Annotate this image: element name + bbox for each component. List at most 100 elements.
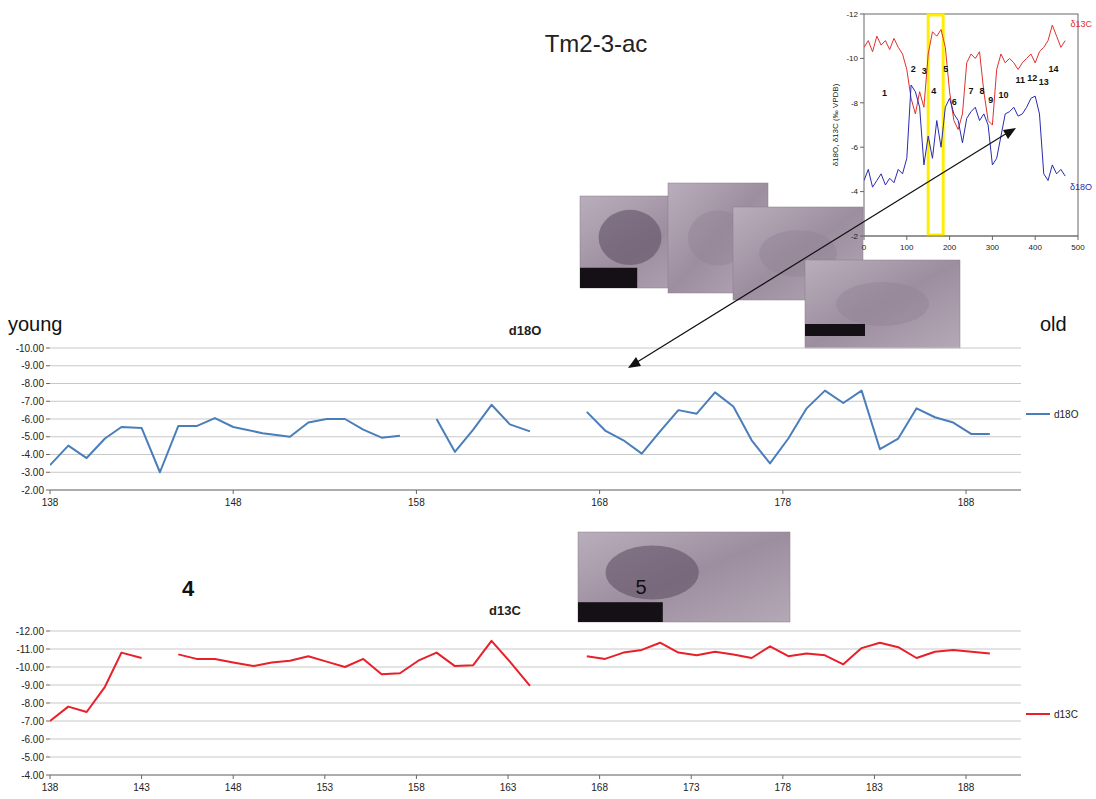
x-tick-label: 158 bbox=[408, 497, 425, 508]
y-tick bbox=[46, 436, 50, 437]
grid-line bbox=[50, 721, 1021, 722]
y-tick bbox=[46, 721, 50, 722]
photo-texture bbox=[805, 324, 865, 336]
grid-line bbox=[50, 490, 1021, 491]
x-tick-label: 153 bbox=[316, 782, 333, 793]
chart-title: d13C bbox=[489, 603, 521, 618]
y-tick-label: -8.00 bbox=[21, 698, 44, 709]
x-tick bbox=[233, 775, 234, 779]
grid-line bbox=[50, 454, 1021, 455]
annotation: 2 bbox=[911, 64, 916, 74]
y-tick-label: -8.00 bbox=[21, 378, 44, 389]
x-tick bbox=[599, 775, 600, 779]
y-tick-label: -10.00 bbox=[16, 343, 45, 354]
x-tick bbox=[1078, 236, 1079, 240]
chart: -12.00-11.00-10.00-9.00-8.00-7.00-6.00-5… bbox=[16, 576, 1078, 793]
x-tick bbox=[233, 490, 234, 494]
annotation: 4 bbox=[931, 86, 936, 96]
annotation: young bbox=[8, 313, 63, 335]
y-tick-label: -4.00 bbox=[21, 449, 44, 460]
y-tick bbox=[46, 490, 50, 491]
x-tick-label: 100 bbox=[900, 243, 914, 252]
x-tick-label: 188 bbox=[958, 497, 975, 508]
x-tick bbox=[992, 236, 993, 240]
grid-line bbox=[50, 348, 1021, 349]
x-tick bbox=[966, 775, 967, 779]
y-tick bbox=[46, 685, 50, 686]
photo-texture bbox=[606, 546, 699, 600]
y-tick bbox=[860, 147, 864, 148]
y-tick bbox=[46, 667, 50, 668]
plot-area bbox=[864, 25, 1065, 187]
x-tick bbox=[966, 490, 967, 494]
x-tick-label: 173 bbox=[683, 782, 700, 793]
grid-line bbox=[50, 365, 1021, 366]
annotation: 3 bbox=[922, 66, 927, 76]
y-tick bbox=[46, 401, 50, 402]
arrow-head bbox=[628, 357, 641, 368]
pointer-arrow bbox=[628, 128, 1016, 368]
annotation: 7 bbox=[968, 86, 973, 96]
x-tick bbox=[782, 775, 783, 779]
annotation: 10 bbox=[999, 90, 1009, 100]
legend-label: d18O bbox=[1054, 409, 1079, 420]
figure-title: Tm2-3-ac bbox=[545, 30, 648, 57]
plot-area bbox=[50, 391, 990, 473]
series-line bbox=[50, 391, 990, 473]
legend-label: δ18O bbox=[1070, 182, 1092, 192]
y-tick bbox=[46, 775, 50, 776]
y-tick bbox=[46, 365, 50, 366]
highlight-band bbox=[928, 15, 943, 235]
x-tick bbox=[50, 490, 51, 494]
photo-texture bbox=[580, 268, 637, 288]
y-tick-label: -5.00 bbox=[21, 752, 44, 763]
y-tick-label: -10 bbox=[846, 54, 858, 63]
y-tick-label: -4.00 bbox=[21, 770, 44, 781]
y-tick-label: -2 bbox=[851, 232, 859, 241]
x-tick bbox=[508, 775, 509, 779]
y-tick bbox=[46, 757, 50, 758]
y-axis-title: δ18O, δ13C (‰ VPDB) bbox=[831, 83, 840, 166]
x-tick bbox=[949, 236, 950, 240]
y-tick-label: -7.00 bbox=[21, 396, 44, 407]
y-tick-label: -6 bbox=[851, 143, 859, 152]
arrow-line bbox=[634, 130, 1012, 364]
annotation: 6 bbox=[952, 97, 957, 107]
y-tick bbox=[46, 348, 50, 349]
y-tick-label: -10.00 bbox=[16, 662, 45, 673]
x-tick-label: 138 bbox=[42, 497, 59, 508]
x-tick-label: 188 bbox=[958, 782, 975, 793]
y-tick bbox=[46, 472, 50, 473]
x-axis bbox=[50, 490, 1021, 491]
x-tick bbox=[324, 775, 325, 779]
y-tick-label: -7.00 bbox=[21, 716, 44, 727]
x-tick bbox=[416, 490, 417, 494]
x-axis bbox=[864, 236, 1078, 237]
legend-label: δ13C bbox=[1070, 19, 1092, 29]
y-tick-label: -11.00 bbox=[16, 644, 44, 655]
grid-line bbox=[50, 401, 1021, 402]
y-tick bbox=[46, 383, 50, 384]
y-tick-label: -9.00 bbox=[21, 680, 44, 691]
y-tick-label: -6.00 bbox=[21, 414, 44, 425]
y-tick bbox=[46, 649, 50, 650]
series-line bbox=[50, 641, 990, 721]
micrograph bbox=[578, 532, 790, 622]
x-tick-label: 168 bbox=[591, 497, 608, 508]
grid-line bbox=[50, 703, 1021, 704]
figure: Tm2-3-ac -10.00 -9.00 -8.00 -7.00 -6.00 -5.00 -… bbox=[0, 0, 1096, 799]
y-tick bbox=[46, 703, 50, 704]
x-tick bbox=[1035, 236, 1036, 240]
x-tick bbox=[416, 775, 417, 779]
x-tick-label: 148 bbox=[225, 782, 242, 793]
x-tick bbox=[599, 490, 600, 494]
annotation: 13 bbox=[1039, 77, 1049, 87]
x-tick bbox=[906, 236, 907, 240]
annotation: old bbox=[1040, 313, 1067, 335]
annotation: 5 bbox=[635, 576, 646, 598]
y-tick bbox=[46, 419, 50, 420]
legend-swatch bbox=[1026, 413, 1050, 415]
x-tick bbox=[864, 236, 865, 240]
x-tick-label: 400 bbox=[1029, 243, 1043, 252]
plot-frame bbox=[864, 14, 1078, 236]
